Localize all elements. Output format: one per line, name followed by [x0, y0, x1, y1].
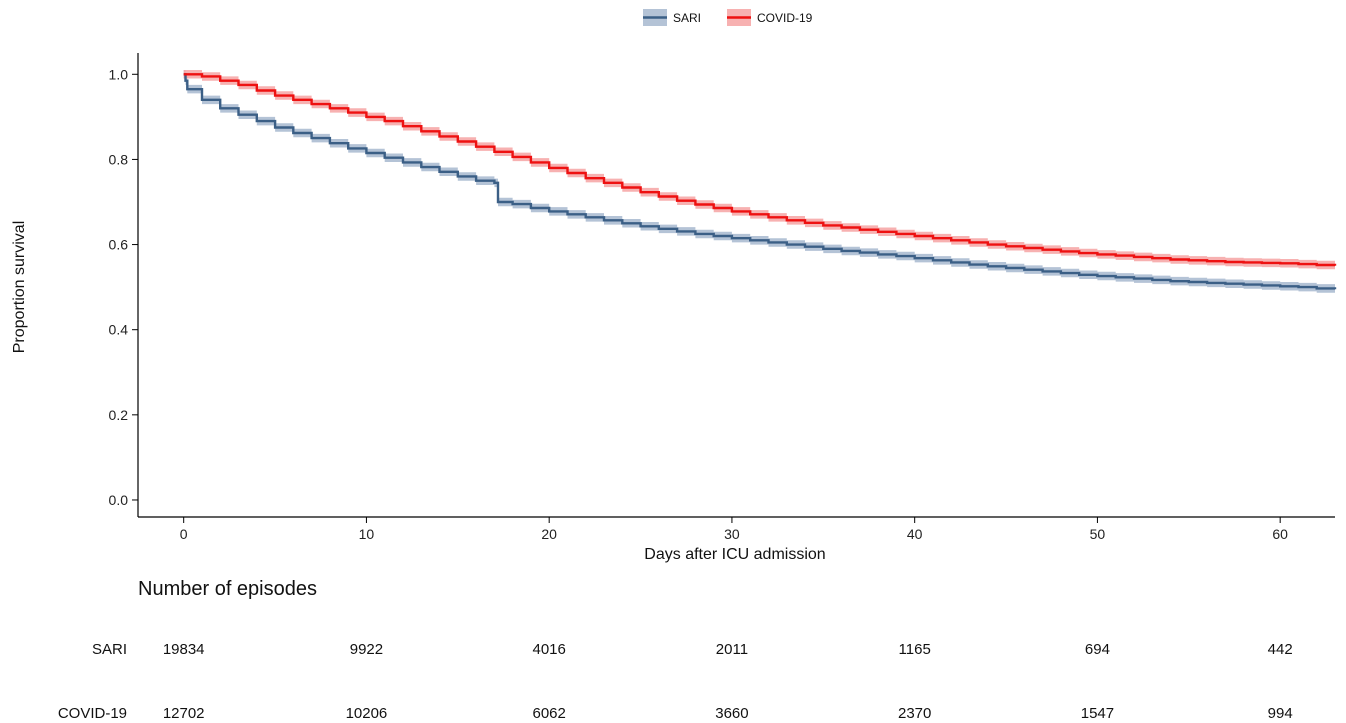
legend: SARI COVID-19	[643, 9, 813, 26]
risk-cell: 9922	[350, 641, 383, 658]
risk-cell: 4016	[532, 641, 565, 658]
axes: 0 10 20 30 40 50 60 0.0 0.2 0.4 0.6 0.8 1.0	[109, 53, 1335, 542]
risk-cell: 2011	[716, 641, 748, 658]
x-tick-label: 50	[1090, 526, 1106, 542]
x-tick-label: 0	[180, 526, 188, 542]
risk-cell: 694	[1085, 641, 1110, 658]
y-axis-title: Proportion survival	[11, 221, 28, 354]
confidence-bands	[183, 70, 1336, 294]
y-tick-label: 0.8	[109, 151, 129, 167]
risk-cell: 2370	[898, 705, 931, 722]
risk-cell: 10206	[346, 705, 388, 722]
y-tick-label: 0.2	[109, 407, 129, 423]
survival-curves	[183, 73, 1337, 290]
y-tick-label: 0.0	[109, 492, 129, 508]
risk-table-title: Number of episodes	[138, 578, 317, 600]
covid-19-survival-line	[183, 73, 1337, 267]
risk-cell: 6062	[532, 705, 565, 722]
sari-survival-line	[183, 73, 1337, 290]
legend-label-sari: SARI	[673, 11, 701, 25]
risk-cell: 442	[1268, 641, 1293, 658]
x-axis-title: Days after ICU admission	[644, 546, 825, 563]
risk-cell: 19834	[163, 641, 205, 658]
y-tick-label: 0.6	[109, 237, 129, 253]
x-tick-label: 60	[1272, 526, 1288, 542]
legend-label-covid-19: COVID-19	[757, 11, 813, 25]
y-tick-label: 1.0	[109, 66, 129, 82]
x-tick-label: 40	[907, 526, 923, 542]
x-tick-label: 10	[359, 526, 375, 542]
risk-cell: 1547	[1081, 705, 1114, 722]
x-tick-label: 30	[724, 526, 740, 542]
risk-cell: 1165	[899, 641, 931, 658]
risk-cell: 3660	[715, 705, 748, 722]
risk-row-label: COVID-19	[58, 705, 127, 722]
risk-cell: 994	[1268, 705, 1293, 722]
risk-table: SARI 19834 9922 4016 2011 1165 694 442 COVID-19 1…	[58, 641, 1293, 722]
x-tick-label: 20	[541, 526, 557, 542]
y-tick-label: 0.4	[109, 322, 129, 338]
risk-row-label: SARI	[92, 641, 127, 658]
risk-cell: 12702	[163, 705, 205, 722]
